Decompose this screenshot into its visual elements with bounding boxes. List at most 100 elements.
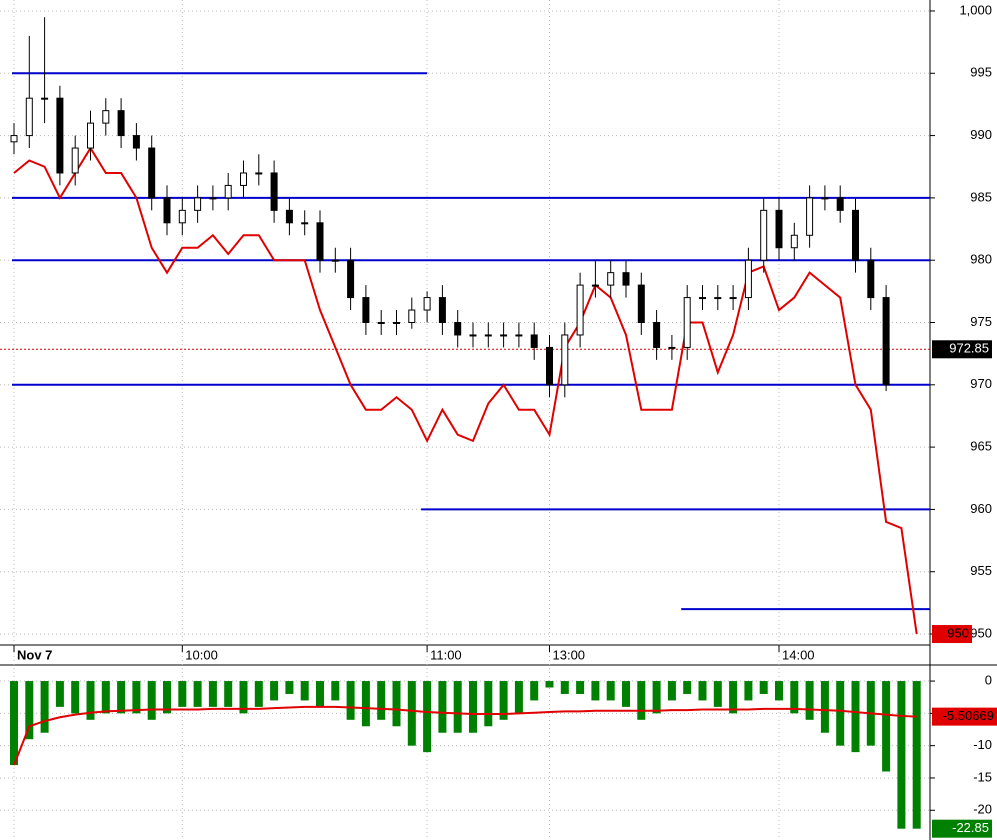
- bar: [484, 681, 493, 727]
- current-price-label-box: [932, 340, 992, 359]
- bar: [606, 681, 615, 701]
- bar: [499, 681, 508, 720]
- bar: [117, 681, 126, 714]
- candle-body: [469, 334, 477, 337]
- current-price-label: 972.85: [949, 341, 989, 356]
- bar: [851, 681, 860, 753]
- y-tick-label: 980: [970, 252, 992, 267]
- candle-body: [347, 259, 355, 299]
- bar: [576, 681, 585, 694]
- indicator-bar-label: -22.85: [952, 820, 989, 835]
- candle-body: [393, 322, 400, 324]
- bar: [591, 681, 600, 701]
- candle-body: [87, 122, 94, 149]
- y-tick-label: -15: [973, 769, 992, 784]
- bar: [729, 681, 738, 714]
- candle-body: [102, 110, 110, 124]
- bar: [790, 681, 799, 714]
- y-tick-label: 960: [970, 501, 992, 516]
- bar: [805, 681, 814, 720]
- candle-body: [622, 272, 630, 286]
- indicator-bar-label-box: [932, 819, 992, 838]
- bar: [667, 681, 676, 701]
- candle-body: [163, 197, 171, 224]
- candle-body: [484, 334, 492, 337]
- candle-body: [209, 197, 217, 200]
- bar: [346, 681, 355, 720]
- candle-body: [714, 297, 722, 300]
- bar: [316, 681, 324, 707]
- bar: [637, 681, 646, 720]
- bar: [25, 681, 34, 740]
- candle-body: [852, 209, 859, 261]
- y-tick-label: 950: [970, 625, 992, 640]
- bar: [71, 681, 80, 714]
- candle-body: [301, 222, 309, 225]
- candle-body: [25, 97, 33, 137]
- bar: [101, 681, 110, 714]
- bar: [193, 681, 202, 707]
- bar: [912, 681, 921, 829]
- y-tick-label: 975: [970, 314, 992, 329]
- candle-body: [806, 197, 814, 236]
- candle-body: [285, 209, 293, 224]
- candle-body: [377, 322, 385, 324]
- bar: [469, 681, 477, 733]
- y-tick-label: 965: [970, 439, 992, 454]
- candle-body: [683, 297, 691, 348]
- candle-body: [117, 110, 125, 137]
- candle-body: [546, 346, 553, 386]
- bar: [361, 681, 370, 727]
- y-tick-label: 970: [970, 376, 992, 391]
- bar: [820, 681, 829, 733]
- bar: [744, 681, 753, 701]
- y-tick-label: 1,000: [959, 2, 992, 17]
- bar: [208, 681, 217, 707]
- bar: [897, 681, 906, 829]
- bar: [759, 681, 768, 694]
- candle-body: [760, 209, 768, 261]
- bar: [423, 681, 432, 753]
- x-tick-label: 11:00: [430, 647, 462, 662]
- candle-body: [148, 147, 156, 199]
- bar: [10, 681, 18, 766]
- bar: [453, 681, 462, 733]
- bar: [300, 681, 309, 701]
- bar: [331, 681, 340, 701]
- indicator-line-label-box: [932, 707, 997, 726]
- bar: [836, 681, 845, 746]
- candle-body: [362, 297, 370, 323]
- candle-body: [224, 184, 232, 199]
- candle-body: [530, 334, 538, 348]
- last-line-label: 950: [947, 625, 969, 640]
- y-tick-label: 985: [970, 189, 992, 204]
- bar: [514, 681, 523, 714]
- bar: [239, 681, 248, 714]
- candle-body: [56, 97, 64, 174]
- bar: [882, 681, 891, 772]
- candle-body: [270, 172, 278, 211]
- bar: [55, 681, 64, 707]
- candle-body: [255, 172, 263, 175]
- candle-body: [178, 209, 186, 224]
- candle-body: [744, 259, 752, 299]
- bar: [163, 681, 171, 714]
- candle-body: [882, 297, 890, 386]
- bar: [407, 681, 416, 746]
- candle-body: [194, 197, 202, 211]
- candle-body: [699, 297, 706, 300]
- y-tick-label: 0: [985, 672, 992, 687]
- indicator-line: [13, 146, 918, 635]
- x-tick-label: 14:00: [782, 647, 815, 662]
- candle-body: [561, 334, 569, 386]
- bar: [285, 681, 294, 694]
- candle-body: [668, 346, 676, 349]
- bar: [40, 681, 49, 733]
- candle-body: [240, 172, 247, 186]
- candle-body: [408, 309, 416, 323]
- candle-body: [607, 272, 615, 286]
- candle-body: [71, 147, 79, 174]
- x-tick-label: 10:00: [185, 647, 218, 662]
- y-tick-label: 990: [970, 127, 992, 142]
- candle-body: [775, 209, 783, 249]
